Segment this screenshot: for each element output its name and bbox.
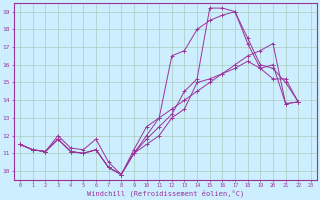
X-axis label: Windchill (Refroidissement éolien,°C): Windchill (Refroidissement éolien,°C) [87,190,244,197]
